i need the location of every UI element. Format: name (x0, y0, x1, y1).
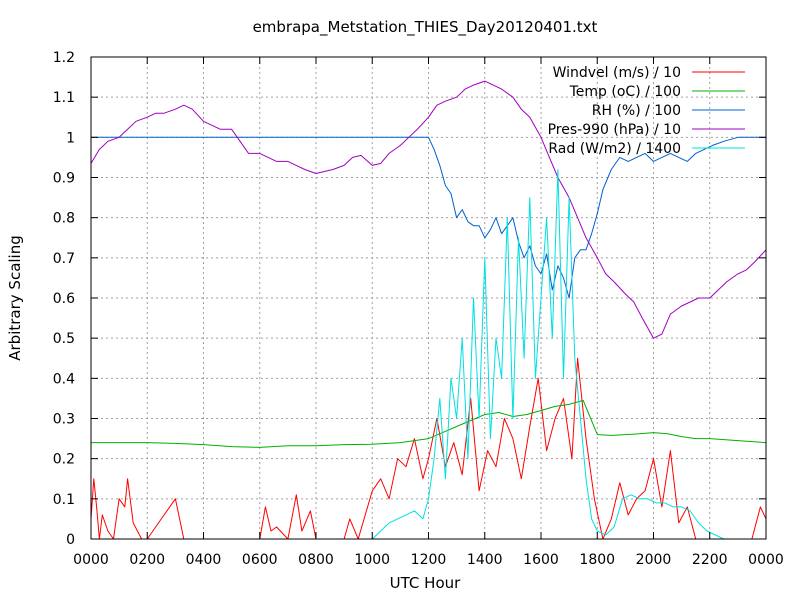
legend-label: Rad (W/m2) / 1400 (548, 141, 681, 157)
x-tick-label: 1800 (579, 552, 615, 568)
x-tick-label: 1400 (467, 552, 503, 568)
series-line-temp-oc-100 (91, 399, 767, 448)
x-tick-label: 2000 (636, 552, 672, 568)
y-tick-label: 1.1 (53, 90, 75, 106)
y-axis-label: Arbitrary Scaling (6, 235, 24, 361)
series-line-pres-990-hpa-10 (90, 80, 767, 339)
x-tick-label: 1000 (354, 552, 390, 568)
y-tick-label: 0.1 (53, 492, 75, 508)
y-tick-label: 0.7 (53, 251, 75, 267)
y-tick-label: 0.6 (53, 291, 75, 307)
legend: Windvel (m/s) / 10 Temp (oC) / 100 RH (%) … (548, 65, 745, 157)
x-axis-label: UTC Hour (390, 574, 461, 592)
legend-label: RH (%) / 100 (592, 103, 681, 119)
y-tick-label: 1.2 (53, 50, 75, 66)
x-tick-label: 0800 (298, 552, 334, 568)
series-line-rh-100 (91, 136, 766, 299)
y-tick-label: 0.5 (53, 331, 75, 347)
series-line-windvel-m-s-10 (90, 357, 767, 540)
x-tick-label: 0000 (748, 552, 784, 568)
series-line-rad-w-m2-1400 (91, 169, 766, 540)
y-tick-label: 0.3 (53, 412, 75, 428)
x-tick-label: 0600 (242, 552, 278, 568)
series-lines (90, 80, 767, 540)
legend-label: Pres-990 (hPa) / 10 (548, 122, 681, 138)
x-tick-label: 0000 (73, 552, 109, 568)
x-tick-labels: 0000 0200 0400 0600 0800 1000 1200 1400 1600 1800… (73, 552, 784, 568)
legend-label: Temp (oC) / 100 (569, 84, 681, 100)
x-tick-label: 1200 (411, 552, 447, 568)
y-tick-label: 0.2 (53, 452, 75, 468)
y-tick-label: 0.8 (53, 211, 75, 227)
y-tick-label: 1 (66, 130, 75, 146)
y-tick-labels: 0 0.1 0.2 0.3 0.4 0.5 0.6 0.7 0.8 0.9 1 1.1 1.2 (53, 50, 75, 548)
y-tick-label: 0.4 (53, 371, 75, 387)
axis-ticks (90, 56, 767, 540)
x-tick-label: 2200 (692, 552, 728, 568)
x-tick-label: 1600 (523, 552, 559, 568)
y-tick-label: 0.9 (53, 171, 75, 187)
x-tick-label: 0200 (129, 552, 165, 568)
y-tick-label: 0 (66, 532, 75, 548)
x-tick-label: 0400 (186, 552, 222, 568)
legend-label: Windvel (m/s) / 10 (553, 65, 681, 81)
chart-title: embrapa_Metstation_THIES_Day20120401.txt (253, 18, 598, 37)
